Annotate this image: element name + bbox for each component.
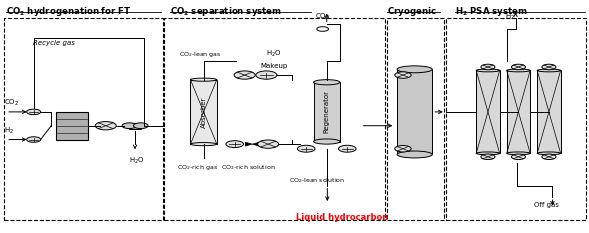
Ellipse shape: [313, 80, 340, 85]
Ellipse shape: [397, 66, 432, 73]
Bar: [190, 80, 217, 144]
Circle shape: [511, 154, 525, 160]
Text: Liquid hydrocarbon: Liquid hydrocarbon: [296, 213, 388, 222]
Text: Recycle gas: Recycle gas: [33, 40, 75, 46]
Circle shape: [95, 122, 116, 130]
Text: Regenerator: Regenerator: [324, 90, 330, 134]
Ellipse shape: [537, 69, 561, 72]
Circle shape: [297, 145, 315, 152]
Text: H$_2$: H$_2$: [505, 12, 515, 22]
Ellipse shape: [122, 123, 137, 129]
Text: Makeup: Makeup: [260, 63, 287, 69]
Ellipse shape: [507, 152, 530, 155]
Circle shape: [256, 71, 277, 79]
Bar: [55, 112, 88, 140]
Ellipse shape: [313, 139, 340, 144]
Bar: [537, 70, 561, 153]
Text: Off gas: Off gas: [534, 202, 559, 208]
Text: Absorber: Absorber: [201, 96, 207, 128]
Circle shape: [339, 145, 356, 152]
Text: H$_2$O: H$_2$O: [129, 156, 145, 166]
Circle shape: [481, 64, 495, 70]
Text: CO$_2$: CO$_2$: [315, 12, 330, 22]
Bar: [130, 123, 141, 129]
Circle shape: [257, 140, 279, 148]
Text: $\mathbf{CO_2}$ $\mathbf{separation\ system}$: $\mathbf{CO_2}$ $\mathbf{separation\ sys…: [170, 5, 282, 18]
Text: $\mathbf{CO_2}$ $\mathbf{hydrogenation\ for\ FT}$: $\mathbf{CO_2}$ $\mathbf{hydrogenation\ …: [6, 5, 131, 18]
Circle shape: [27, 109, 41, 115]
Circle shape: [542, 154, 556, 160]
Bar: [313, 82, 340, 141]
Text: H$_2$: H$_2$: [4, 126, 14, 136]
Text: CO$_2$-rich solution: CO$_2$-rich solution: [221, 163, 276, 171]
Circle shape: [395, 72, 411, 78]
Text: H$_2$O: H$_2$O: [266, 49, 282, 59]
Circle shape: [395, 145, 411, 152]
Ellipse shape: [134, 123, 148, 129]
Ellipse shape: [477, 69, 499, 72]
Text: CO$_2$: CO$_2$: [4, 98, 19, 108]
Ellipse shape: [477, 152, 499, 155]
Circle shape: [317, 27, 329, 31]
Ellipse shape: [190, 78, 217, 81]
Circle shape: [234, 71, 255, 79]
Text: CO$_2$-lean gas: CO$_2$-lean gas: [179, 50, 221, 59]
Text: CO$_2$-lean solution: CO$_2$-lean solution: [289, 177, 345, 185]
Bar: [507, 70, 530, 153]
Circle shape: [226, 141, 243, 147]
Text: CO$_2$-rich gas: CO$_2$-rich gas: [177, 163, 217, 172]
Circle shape: [542, 64, 556, 70]
Bar: [397, 69, 432, 154]
Ellipse shape: [397, 151, 432, 158]
Text: $\mathbf{H_2}$ $\mathbf{PSA\ system}$: $\mathbf{H_2}$ $\mathbf{PSA\ system}$: [455, 5, 527, 18]
Circle shape: [511, 64, 525, 70]
Polygon shape: [252, 142, 259, 146]
Ellipse shape: [537, 152, 561, 155]
Polygon shape: [245, 142, 252, 146]
Bar: [477, 70, 499, 153]
Ellipse shape: [507, 69, 530, 72]
Circle shape: [27, 137, 41, 142]
Text: $\mathbf{Cryogenic}$: $\mathbf{Cryogenic}$: [386, 5, 436, 18]
Ellipse shape: [190, 143, 217, 146]
Circle shape: [481, 154, 495, 160]
